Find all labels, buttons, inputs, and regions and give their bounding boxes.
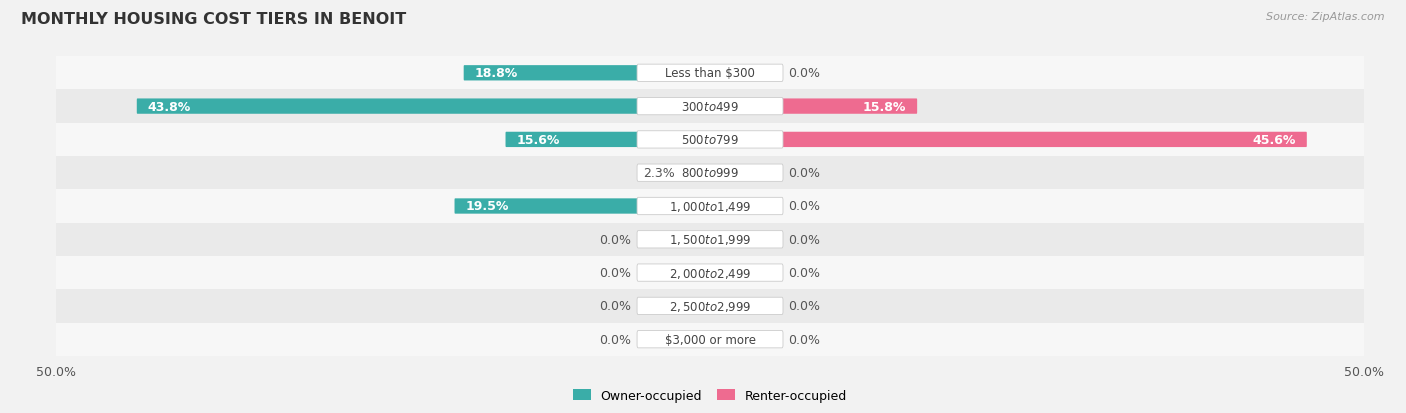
Text: $1,000 to $1,499: $1,000 to $1,499	[669, 199, 751, 214]
FancyBboxPatch shape	[637, 98, 783, 116]
Text: 0.0%: 0.0%	[599, 333, 631, 346]
FancyBboxPatch shape	[136, 99, 710, 114]
Text: 0.0%: 0.0%	[789, 200, 821, 213]
Text: MONTHLY HOUSING COST TIERS IN BENOIT: MONTHLY HOUSING COST TIERS IN BENOIT	[21, 12, 406, 27]
Text: $500 to $799: $500 to $799	[681, 133, 740, 147]
FancyBboxPatch shape	[464, 66, 710, 81]
Text: $1,500 to $1,999: $1,500 to $1,999	[669, 233, 751, 247]
FancyBboxPatch shape	[637, 198, 783, 215]
Text: 0.0%: 0.0%	[789, 266, 821, 280]
FancyBboxPatch shape	[454, 199, 710, 214]
Text: 0.0%: 0.0%	[789, 333, 821, 346]
Text: 43.8%: 43.8%	[148, 100, 191, 113]
Text: $300 to $499: $300 to $499	[681, 100, 740, 113]
Text: Less than $300: Less than $300	[665, 67, 755, 80]
Text: 45.6%: 45.6%	[1253, 133, 1296, 147]
Bar	[56, 256, 1364, 290]
Text: 0.0%: 0.0%	[599, 266, 631, 280]
FancyBboxPatch shape	[637, 264, 783, 282]
FancyBboxPatch shape	[637, 65, 783, 82]
Text: 0.0%: 0.0%	[599, 300, 631, 313]
Bar	[56, 157, 1364, 190]
Text: 0.0%: 0.0%	[789, 67, 821, 80]
Bar	[56, 323, 1364, 356]
Text: 2.3%: 2.3%	[643, 167, 675, 180]
Text: $800 to $999: $800 to $999	[681, 167, 740, 180]
Bar	[56, 190, 1364, 223]
Text: 15.6%: 15.6%	[516, 133, 560, 147]
Text: $3,000 or more: $3,000 or more	[665, 333, 755, 346]
Bar	[56, 223, 1364, 256]
Text: 15.8%: 15.8%	[863, 100, 905, 113]
Text: Source: ZipAtlas.com: Source: ZipAtlas.com	[1267, 12, 1385, 22]
FancyBboxPatch shape	[637, 131, 783, 149]
FancyBboxPatch shape	[637, 165, 783, 182]
Text: 0.0%: 0.0%	[789, 167, 821, 180]
Text: 19.5%: 19.5%	[465, 200, 509, 213]
Text: 0.0%: 0.0%	[599, 233, 631, 246]
FancyBboxPatch shape	[710, 99, 917, 114]
Legend: Owner-occupied, Renter-occupied: Owner-occupied, Renter-occupied	[574, 389, 846, 402]
FancyBboxPatch shape	[637, 231, 783, 248]
Text: 18.8%: 18.8%	[475, 67, 517, 80]
FancyBboxPatch shape	[637, 297, 783, 315]
FancyBboxPatch shape	[710, 133, 1306, 148]
FancyBboxPatch shape	[637, 331, 783, 348]
Bar	[56, 90, 1364, 123]
Text: 0.0%: 0.0%	[789, 300, 821, 313]
Bar	[56, 123, 1364, 157]
FancyBboxPatch shape	[679, 166, 710, 181]
Text: 0.0%: 0.0%	[789, 233, 821, 246]
Bar	[56, 57, 1364, 90]
Bar	[56, 290, 1364, 323]
FancyBboxPatch shape	[506, 133, 710, 148]
Text: $2,000 to $2,499: $2,000 to $2,499	[669, 266, 751, 280]
Text: $2,500 to $2,999: $2,500 to $2,999	[669, 299, 751, 313]
